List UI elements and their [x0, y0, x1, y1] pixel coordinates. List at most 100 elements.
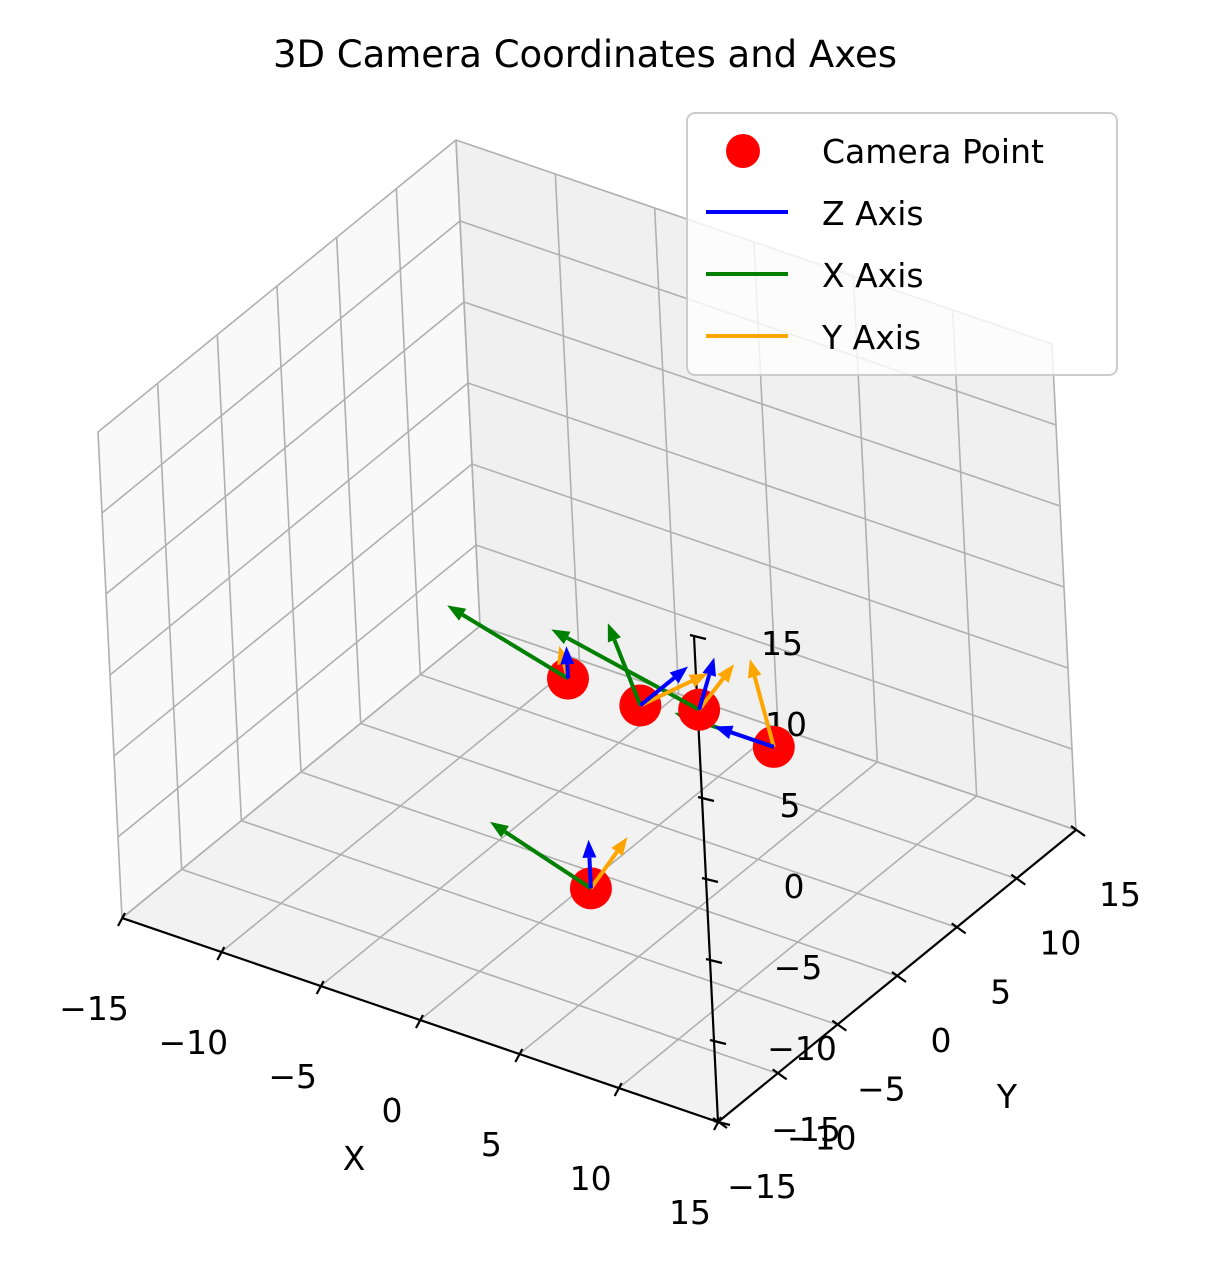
y-axis-arrow — [697, 664, 735, 711]
y-axis-arrow-shaft — [639, 679, 693, 708]
z-axis-arrow-head — [669, 666, 689, 684]
z-axis-arrow-shaft — [639, 676, 676, 708]
legend-label-camera-point: Camera Point — [822, 132, 1044, 171]
z-tick-label: −15 — [771, 1110, 841, 1149]
y-tick-label: 15 — [1099, 875, 1141, 914]
grid-line-left-z — [121, 625, 481, 919]
z-tick-label: 0 — [784, 867, 805, 906]
legend-label-x-axis: X Axis — [822, 256, 924, 295]
x-tick — [613, 1082, 623, 1097]
y-axis-arrow — [747, 659, 776, 748]
y-tick — [1070, 825, 1086, 837]
z-tick — [713, 1119, 731, 1127]
x-axis-arrow — [551, 629, 701, 712]
y-axis-arrow — [589, 837, 628, 890]
z-axis-arrow — [582, 839, 597, 889]
grid-line-back-z — [463, 301, 1061, 507]
legend-box — [686, 112, 1118, 376]
z-axis-arrow-head — [560, 646, 575, 665]
x-tick — [117, 912, 126, 927]
grid-line-left-z — [117, 544, 477, 838]
z-axis-arrow-shaft — [730, 730, 775, 749]
x-axis-arrow-head — [490, 821, 509, 838]
grid-line-back-z — [471, 463, 1069, 669]
grid-line-floor-y — [420, 673, 1017, 880]
z-tick — [705, 957, 723, 965]
z-tick-label: −10 — [767, 1029, 837, 1068]
x-tick-label: −15 — [59, 989, 129, 1028]
x-axis-arrow-shaft — [612, 639, 643, 707]
x-axis-arrow-shaft — [566, 636, 701, 712]
z-axis-arrow — [639, 666, 689, 708]
legend-marker-camera-point — [726, 134, 760, 168]
x-axis-label: X — [343, 1139, 366, 1178]
y-tick — [951, 922, 967, 935]
z-axis-arrow — [560, 646, 575, 679]
legend-label-z-axis: Z Axis — [822, 194, 924, 233]
x-axis-arrow-shaft — [461, 613, 570, 681]
z-tick-label: −5 — [774, 948, 823, 987]
x-axis-arrow-head — [551, 629, 571, 645]
y-axis-arrow-head — [611, 837, 628, 856]
y-axis-arrow-shaft — [697, 677, 725, 711]
x-tick-label: 15 — [669, 1193, 711, 1232]
marks-group — [447, 605, 795, 910]
grid-line-left-z — [105, 301, 465, 595]
y-tick-label: 0 — [931, 1021, 952, 1060]
y-tick — [772, 1068, 788, 1081]
z-tick — [697, 795, 715, 803]
grid-line-back-z — [467, 382, 1065, 588]
z-axis-arrow — [697, 657, 716, 711]
chart-title: 3D Camera Coordinates and Axes — [273, 33, 897, 76]
z-axis-arrow-shaft — [565, 664, 570, 679]
x-tick — [315, 980, 325, 995]
x-axis-arrow — [447, 605, 570, 681]
grid-line-floor-y — [181, 868, 778, 1075]
y-tick — [831, 1019, 847, 1032]
z-tick — [709, 1038, 727, 1046]
y-axis-arrow-shaft — [589, 850, 619, 890]
z-tick-label: 5 — [780, 786, 801, 825]
grid-line-left-z — [97, 139, 457, 433]
x-tick-label: 0 — [382, 1091, 403, 1130]
grid-line-floor-y — [241, 819, 838, 1026]
z-axis-arrow-head — [714, 725, 734, 739]
z-tick-label: 15 — [761, 624, 803, 663]
z-axis-arrow-shaft — [697, 674, 712, 711]
z-axis-arrow — [714, 725, 775, 749]
x-tick-label: −5 — [268, 1057, 317, 1096]
y-tick-label: 10 — [1039, 924, 1081, 963]
y-tick-label: −15 — [727, 1167, 797, 1206]
y-tick-label: −10 — [787, 1118, 857, 1157]
z-axis-arrow-head — [582, 839, 597, 859]
y-axis-arrow-head — [747, 659, 762, 679]
x-axis-arrow — [490, 821, 593, 891]
x-axis-arrow-head — [447, 605, 467, 621]
y-tick-label: −5 — [857, 1070, 906, 1109]
legend-label-y-axis: Y Axis — [821, 318, 921, 357]
z-axis-arrow-shaft — [587, 857, 593, 889]
y-axis-arrow — [639, 673, 708, 708]
grid-line-floor-y — [360, 722, 957, 929]
x-axis-arrow — [607, 623, 643, 707]
z-axis-arrow-head — [702, 657, 716, 677]
x-tick-label: 10 — [570, 1159, 612, 1198]
x-tick-label: −10 — [159, 1023, 229, 1062]
x-tick — [514, 1048, 524, 1063]
y-axis-arrow-head — [688, 673, 708, 688]
x-axis-arrow-shaft — [503, 830, 593, 891]
y-axis-arrow-shaft — [752, 675, 776, 748]
grid-line-left-z — [113, 463, 473, 757]
x-tick — [415, 1014, 424, 1029]
y-axis-arrow-head — [717, 664, 735, 683]
y-tick-label: 5 — [990, 972, 1011, 1011]
grid-line-left-z — [109, 382, 469, 676]
grid-line-back-z — [475, 544, 1073, 750]
x-axis-arrow-head — [607, 623, 621, 643]
y-axis-label: Y — [996, 1077, 1018, 1116]
y-tick — [891, 971, 907, 983]
axis-group: −15−10−5051015X−15−10−5051015Y−15−10−505… — [59, 624, 1141, 1232]
x-tick-label: 5 — [481, 1125, 502, 1164]
z-tick — [701, 876, 719, 884]
